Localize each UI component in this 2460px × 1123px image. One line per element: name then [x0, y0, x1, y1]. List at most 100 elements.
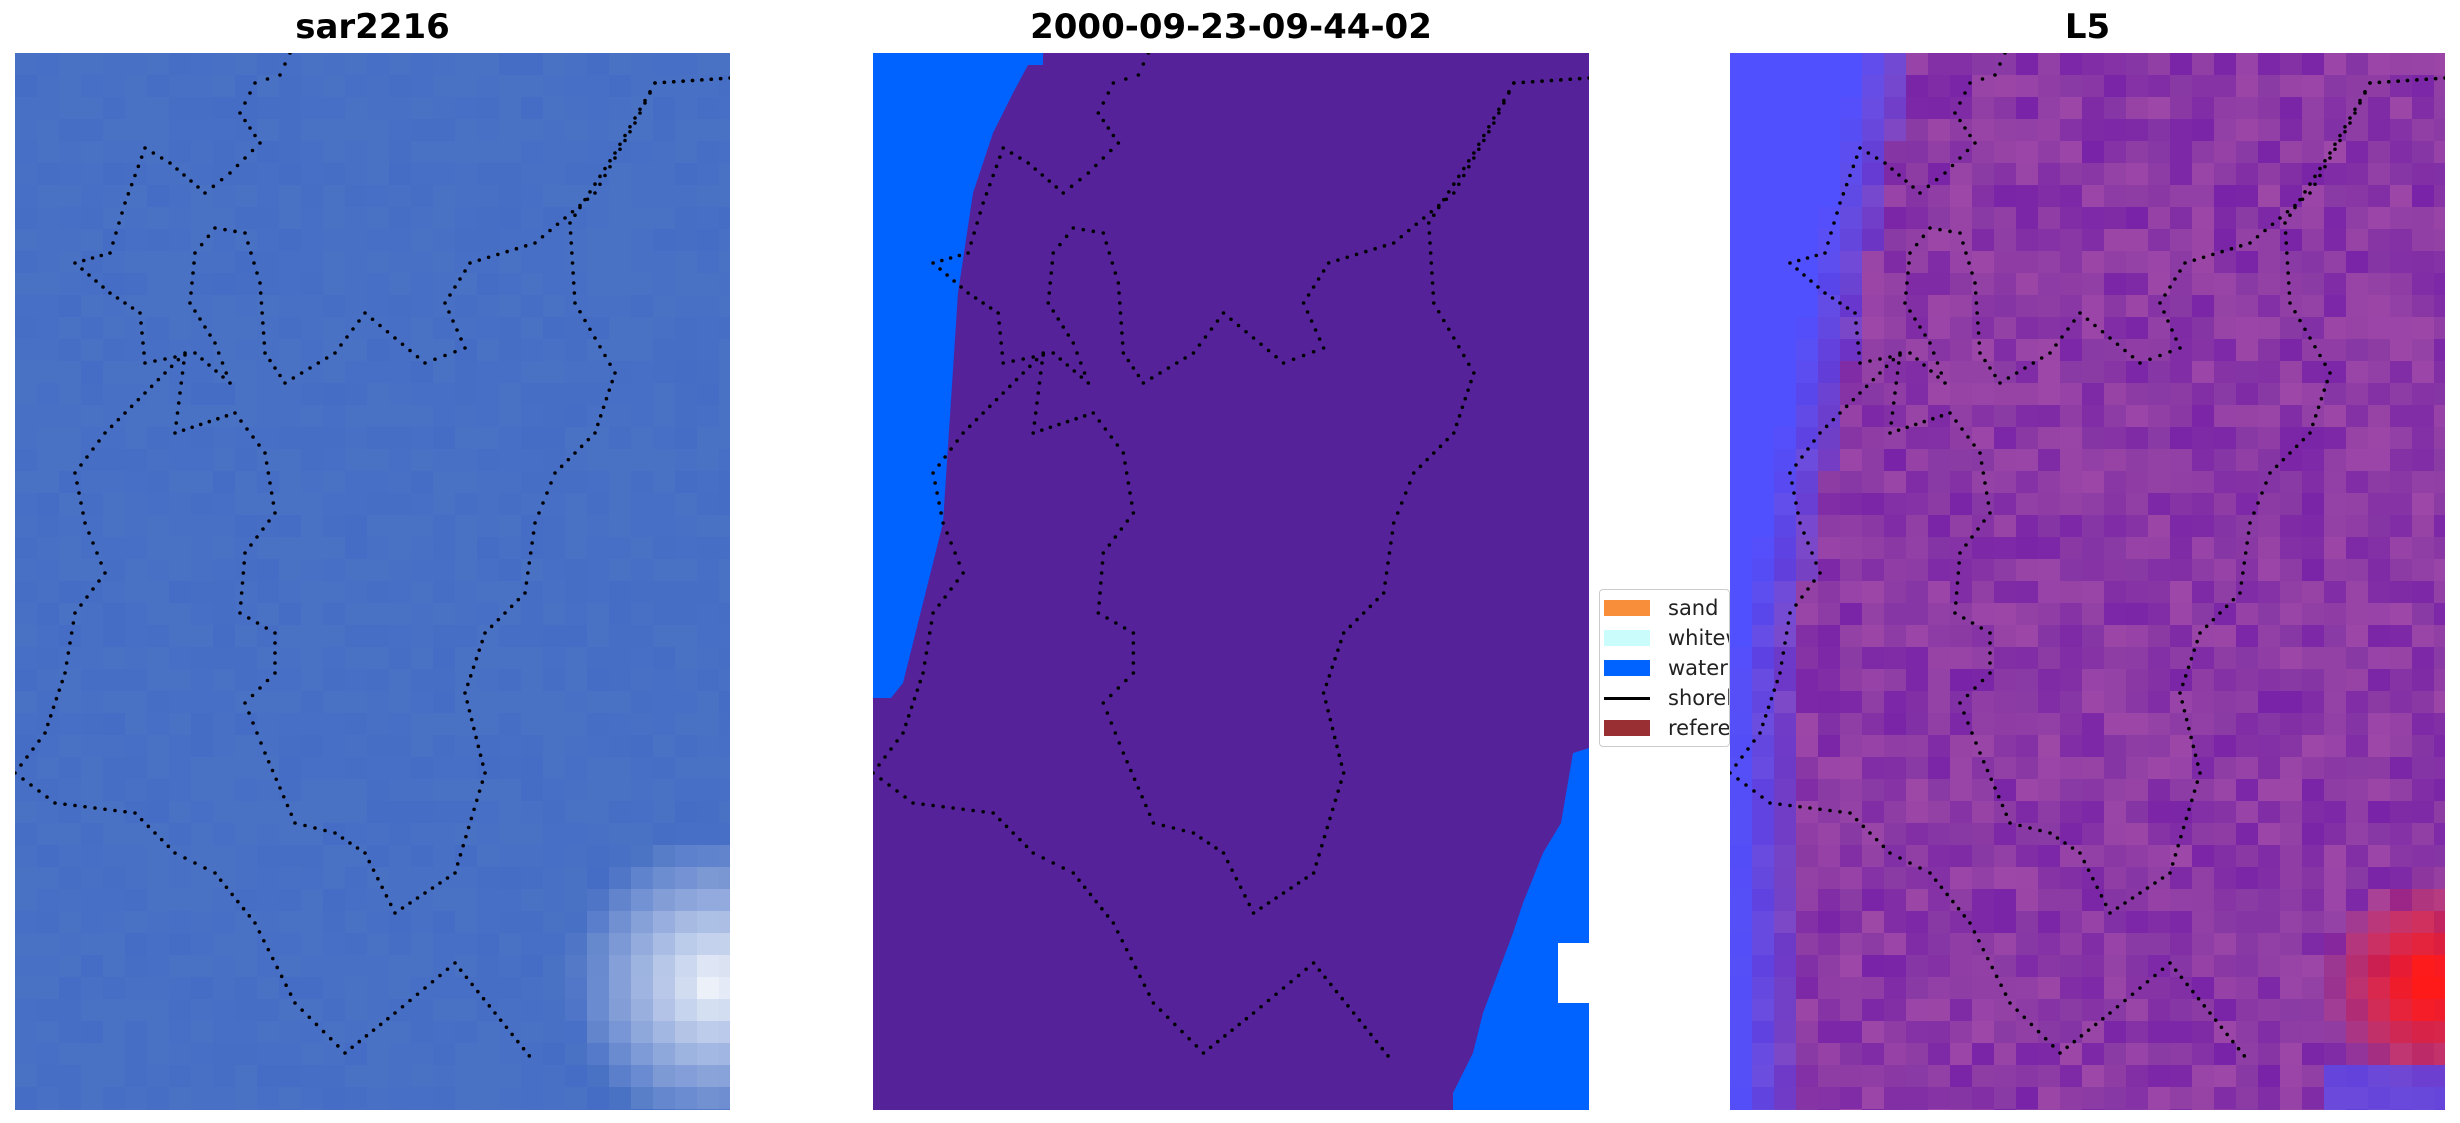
shoreline-point — [1126, 481, 1131, 485]
shoreline-point — [2051, 1044, 2055, 1048]
shoreline-point — [1136, 73, 1141, 77]
shoreline-point — [1778, 671, 1782, 675]
shoreline-point — [1796, 511, 1800, 515]
shoreline-point — [350, 1045, 354, 1050]
shoreline-point — [1322, 834, 1327, 839]
shoreline-point — [438, 973, 442, 978]
shoreline-point — [1399, 501, 1404, 505]
shoreline-point — [1980, 678, 1985, 683]
shoreline-point — [528, 551, 533, 555]
shoreline-point — [1119, 527, 1124, 531]
shoreline-point — [285, 803, 290, 808]
shoreline-point — [1094, 899, 1098, 904]
shoreline-point — [2123, 901, 2127, 905]
shoreline-point — [981, 809, 985, 814]
shoreline-point — [469, 816, 474, 821]
shoreline-point — [1208, 1045, 1213, 1050]
shoreline-point — [1438, 444, 1443, 449]
shoreline-point — [2313, 344, 2317, 349]
shoreline-point — [438, 881, 442, 885]
shoreline-point — [1802, 531, 1806, 535]
shoreline-point — [1033, 167, 1038, 171]
shoreline-point — [1430, 281, 1435, 285]
shoreline-point — [1373, 246, 1377, 251]
shoreline-point — [291, 376, 296, 380]
shoreline-point — [2183, 261, 2187, 265]
shoreline-point — [1389, 541, 1393, 545]
shoreline-point — [1040, 428, 1044, 432]
shoreline-point — [216, 351, 221, 355]
shoreline-point — [1962, 711, 1966, 715]
shoreline-point — [1452, 431, 1456, 435]
shoreline-point — [143, 146, 147, 150]
shoreline-point — [252, 261, 256, 265]
shoreline-point — [1197, 343, 1202, 347]
shoreline-point — [1961, 616, 1966, 620]
shoreline-point — [241, 571, 246, 575]
shoreline-point — [2328, 371, 2332, 375]
shoreline-point — [1101, 156, 1106, 160]
shoreline-point — [1897, 173, 1901, 177]
shoreline-point — [1024, 844, 1029, 849]
shoreline-point — [2338, 133, 2342, 138]
shoreline-point — [136, 397, 141, 402]
shoreline-point — [927, 631, 932, 635]
shoreline-point — [2195, 762, 2200, 766]
shoreline-point — [1004, 824, 1009, 829]
shoreline-point — [998, 817, 1002, 822]
shoreline-point — [1559, 78, 1563, 82]
shoreline-point — [2363, 89, 2367, 94]
shoreline-point — [1368, 604, 1373, 609]
shoreline-point — [566, 457, 571, 462]
shoreline-point — [1730, 771, 1732, 775]
shoreline-point — [1823, 291, 1827, 295]
shoreline-point — [1769, 696, 1774, 701]
shoreline-point — [926, 641, 930, 645]
shoreline-point — [266, 947, 271, 952]
shoreline-point — [448, 293, 452, 297]
shoreline-point — [997, 321, 1001, 325]
legend-label-sand: sand — [1668, 596, 1719, 620]
shoreline-point — [1968, 133, 1972, 138]
shoreline-point — [1838, 411, 1842, 415]
shoreline-point — [1826, 241, 1830, 245]
shoreline-point — [1123, 461, 1127, 465]
shoreline-point — [108, 251, 112, 255]
shoreline-point — [1812, 439, 1816, 443]
shoreline-point — [895, 739, 899, 743]
shoreline-point — [1426, 221, 1431, 225]
shoreline-point — [1958, 551, 1962, 555]
shoreline-point — [1146, 53, 1151, 55]
shoreline-point — [73, 261, 77, 265]
shoreline-point — [1985, 956, 1990, 961]
shoreline-point — [1361, 611, 1366, 615]
shoreline-point — [273, 671, 277, 675]
shoreline-point — [613, 151, 617, 155]
shoreline-point — [478, 753, 483, 758]
shoreline-point — [2353, 111, 2357, 115]
shoreline-point — [466, 682, 470, 687]
shoreline-point — [1918, 866, 1922, 870]
shoreline-point — [1330, 726, 1335, 731]
shoreline-point — [1194, 1044, 1199, 1048]
shoreline-point — [1734, 763, 1738, 767]
shoreline-point — [261, 331, 266, 335]
shoreline-point — [143, 361, 147, 365]
shoreline-point — [1324, 682, 1329, 687]
shoreline-point — [2242, 561, 2247, 565]
shoreline-point — [2008, 821, 2012, 825]
shoreline-point — [238, 611, 242, 615]
shoreline-point — [138, 311, 142, 315]
shoreline-point — [1065, 363, 1070, 367]
shoreline-point — [573, 451, 577, 455]
shoreline-point — [583, 197, 587, 202]
shoreline-point — [415, 992, 420, 997]
water-region-left — [873, 53, 1043, 698]
shoreline-point — [48, 714, 53, 718]
shoreline-point — [174, 421, 179, 425]
shoreline-point — [262, 341, 267, 345]
shoreline-point — [1131, 651, 1136, 655]
shoreline-point — [1120, 341, 1125, 345]
shoreline-point — [943, 595, 947, 599]
shoreline-point — [598, 174, 602, 179]
